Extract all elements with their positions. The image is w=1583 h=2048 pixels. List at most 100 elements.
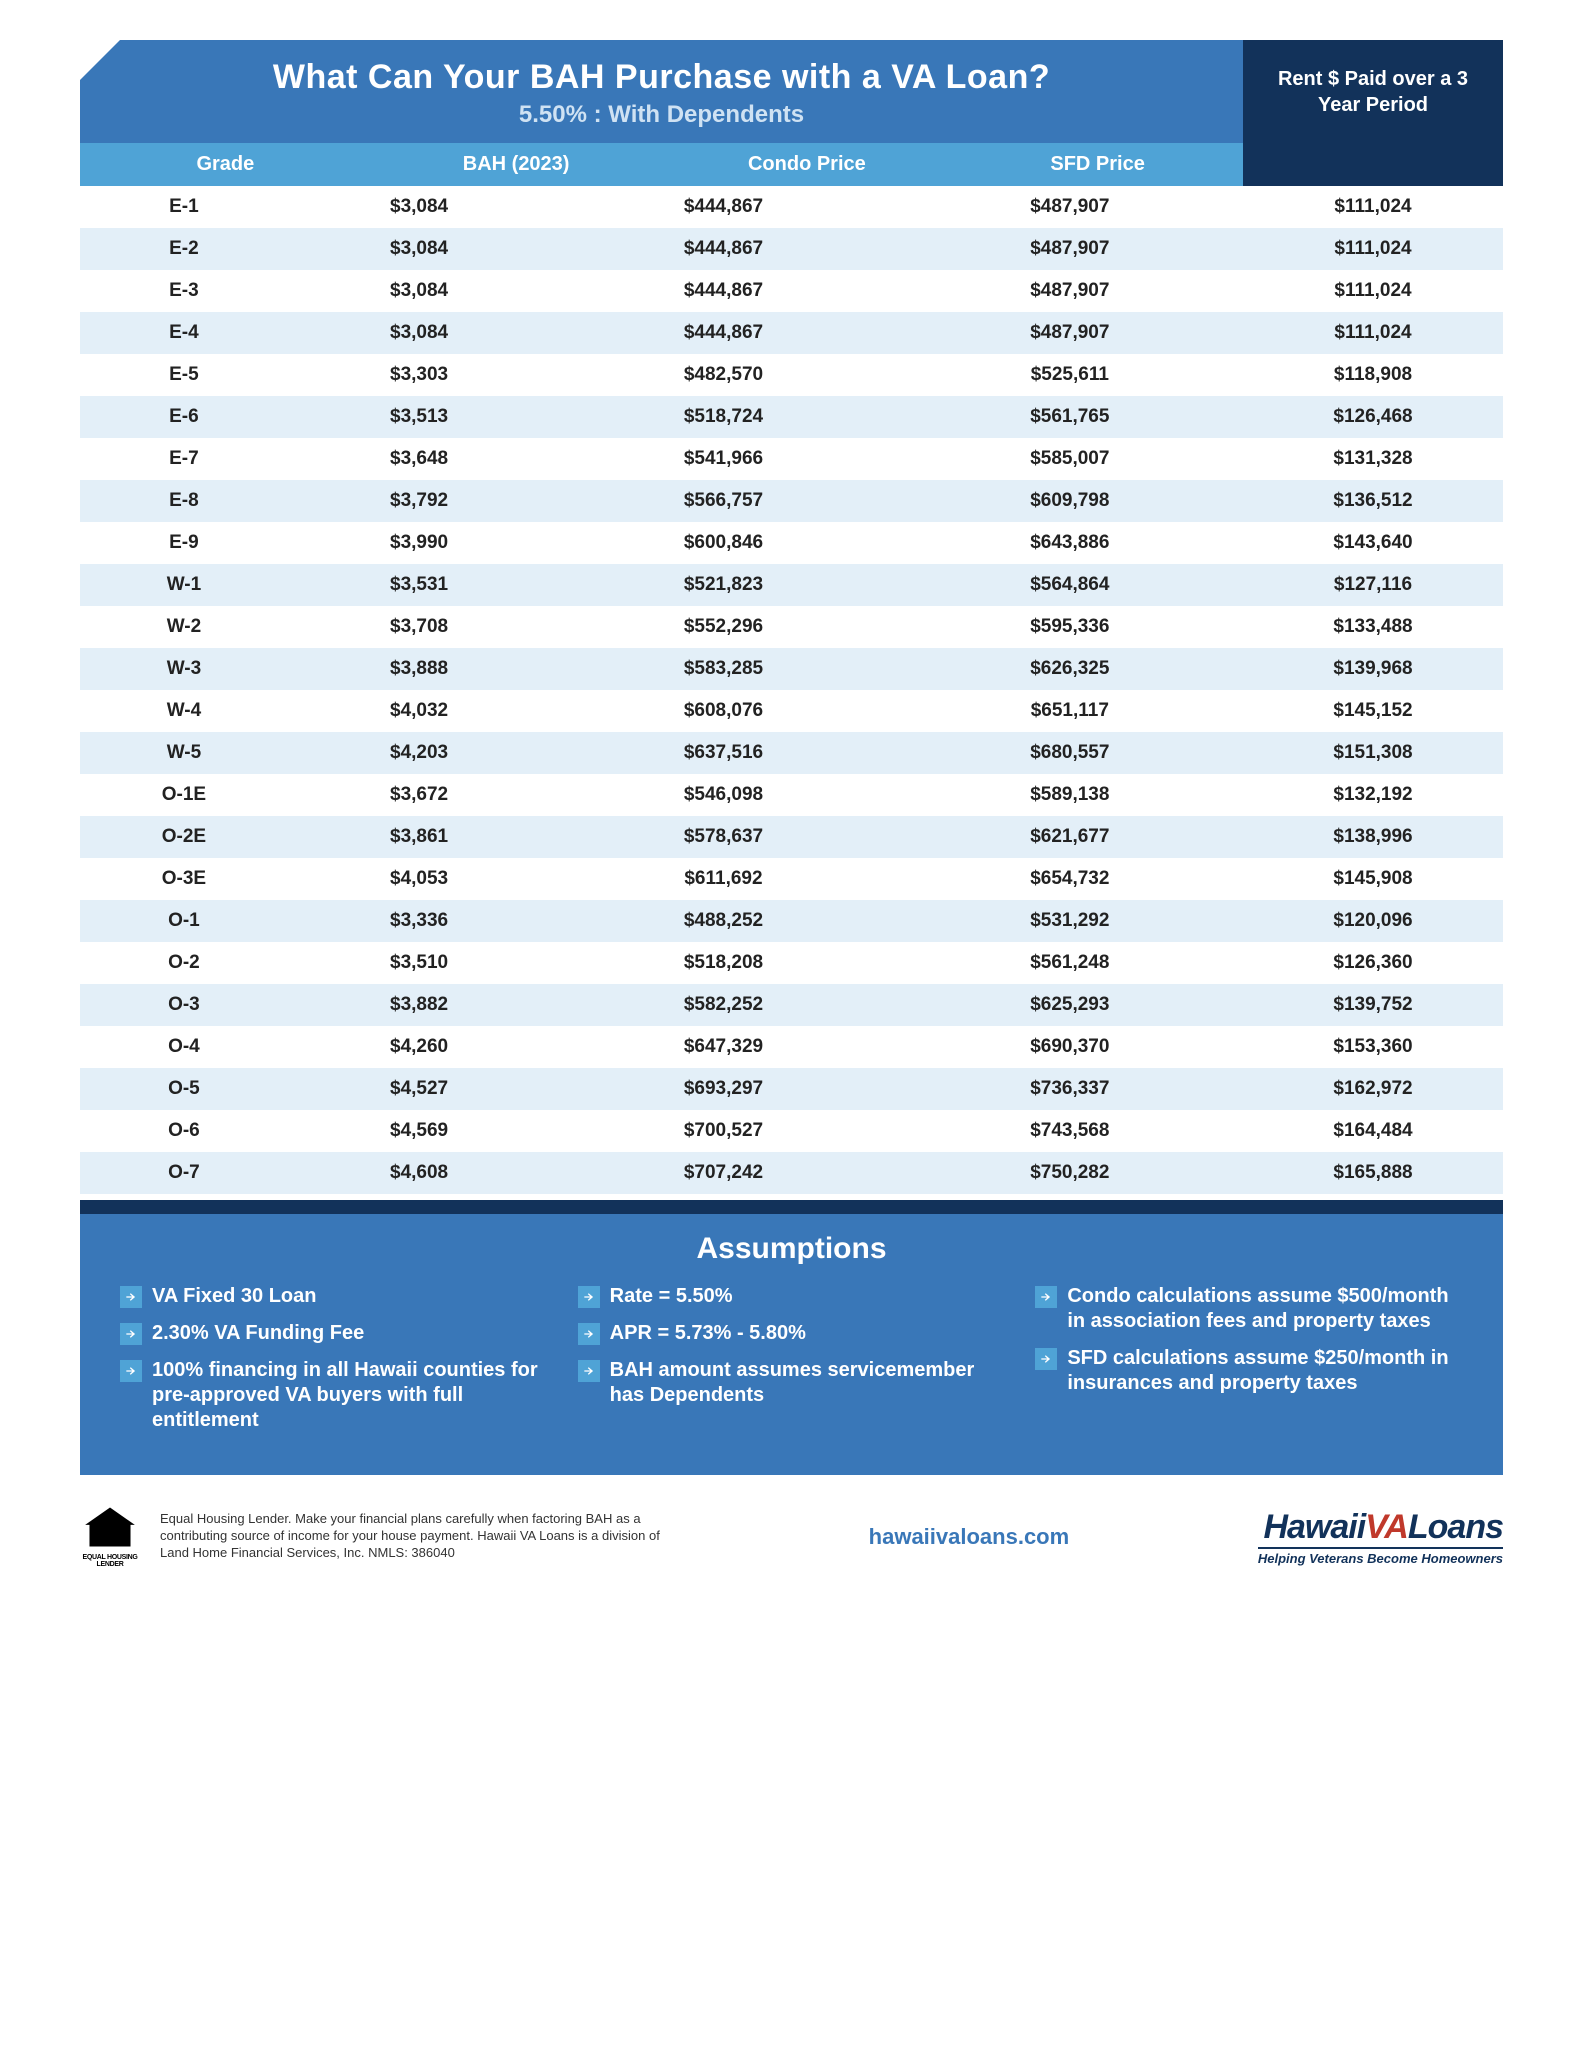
- table-cell: $139,752: [1243, 984, 1503, 1026]
- bah-table: E-1$3,084$444,867$487,907$111,024E-2$3,0…: [80, 186, 1503, 1194]
- table-cell: $546,098: [550, 774, 896, 816]
- logo-loans: Loans: [1408, 1508, 1503, 1546]
- footer: EQUAL HOUSING LENDER Equal Housing Lende…: [80, 1505, 1503, 1568]
- table-cell: $651,117: [897, 690, 1243, 732]
- table-cell: $647,329: [550, 1026, 896, 1068]
- table-cell: E-8: [80, 480, 288, 522]
- assumption-text: 100% financing in all Hawaii counties fo…: [152, 1358, 548, 1433]
- table-cell: $131,328: [1243, 438, 1503, 480]
- table-cell: $111,024: [1243, 228, 1503, 270]
- table-cell: E-6: [80, 396, 288, 438]
- table-cell: $589,138: [897, 774, 1243, 816]
- table-cell: $118,908: [1243, 354, 1503, 396]
- table-cell: W-2: [80, 606, 288, 648]
- table-cell: $487,907: [897, 312, 1243, 354]
- assumptions-title: Assumptions: [120, 1232, 1463, 1266]
- assumption-item: Condo calculations assume $500/month in …: [1035, 1284, 1463, 1334]
- table-row: E-6$3,513$518,724$561,765$126,468: [80, 396, 1503, 438]
- table-cell: $444,867: [550, 270, 896, 312]
- assumption-text: Condo calculations assume $500/month in …: [1067, 1284, 1463, 1334]
- assumption-item: VA Fixed 30 Loan: [120, 1284, 548, 1309]
- assumptions-col-3: Condo calculations assume $500/month in …: [1035, 1284, 1463, 1445]
- table-cell: $138,996: [1243, 816, 1503, 858]
- assumption-item: SFD calculations assume $250/month in in…: [1035, 1346, 1463, 1396]
- assumption-text: VA Fixed 30 Loan: [152, 1284, 316, 1309]
- table-cell: W-3: [80, 648, 288, 690]
- table-cell: $132,192: [1243, 774, 1503, 816]
- table-cell: $621,677: [897, 816, 1243, 858]
- table-cell: $4,527: [288, 1068, 550, 1110]
- table-row: E-4$3,084$444,867$487,907$111,024: [80, 312, 1503, 354]
- table-cell: O-1E: [80, 774, 288, 816]
- table-cell: O-6: [80, 1110, 288, 1152]
- table-cell: $643,886: [897, 522, 1243, 564]
- table-cell: $552,296: [550, 606, 896, 648]
- table-row: E-7$3,648$541,966$585,007$131,328: [80, 438, 1503, 480]
- table-cell: $541,966: [550, 438, 896, 480]
- table-cell: E-2: [80, 228, 288, 270]
- table-cell: $518,724: [550, 396, 896, 438]
- table-cell: $162,972: [1243, 1068, 1503, 1110]
- assumption-item: 100% financing in all Hawaii counties fo…: [120, 1358, 548, 1433]
- table-row: O-5$4,527$693,297$736,337$162,972: [80, 1068, 1503, 1110]
- table-cell: O-3: [80, 984, 288, 1026]
- table-cell: $3,084: [288, 228, 550, 270]
- table-cell: $578,637: [550, 816, 896, 858]
- assumptions-col-1: VA Fixed 30 Loan 2.30% VA Funding Fee 100%…: [120, 1284, 548, 1445]
- table-cell: O-7: [80, 1152, 288, 1194]
- table-cell: $690,370: [897, 1026, 1243, 1068]
- assumption-item: BAH amount assumes servicemember has Dep…: [578, 1358, 1006, 1408]
- table-row: O-1E$3,672$546,098$589,138$132,192: [80, 774, 1503, 816]
- table-cell: $637,516: [550, 732, 896, 774]
- table-cell: $609,798: [897, 480, 1243, 522]
- table-cell: $3,792: [288, 480, 550, 522]
- table-cell: $583,285: [550, 648, 896, 690]
- table-cell: W-1: [80, 564, 288, 606]
- table-row: O-6$4,569$700,527$743,568$164,484: [80, 1110, 1503, 1152]
- table-cell: $736,337: [897, 1068, 1243, 1110]
- column-headers-main: Grade BAH (2023) Condo Price SFD Price: [80, 143, 1243, 186]
- table-cell: $145,152: [1243, 690, 1503, 732]
- table-cell: O-1: [80, 900, 288, 942]
- assumption-text: 2.30% VA Funding Fee: [152, 1321, 364, 1346]
- table-cell: $700,527: [550, 1110, 896, 1152]
- table-row: O-7$4,608$707,242$750,282$165,888: [80, 1152, 1503, 1194]
- table-cell: $3,882: [288, 984, 550, 1026]
- table-cell: E-4: [80, 312, 288, 354]
- table-row: E-1$3,084$444,867$487,907$111,024: [80, 186, 1503, 228]
- arrow-icon: [578, 1286, 600, 1308]
- table-cell: $126,360: [1243, 942, 1503, 984]
- table-cell: O-5: [80, 1068, 288, 1110]
- table-cell: $3,513: [288, 396, 550, 438]
- table-cell: $3,861: [288, 816, 550, 858]
- table-cell: E-9: [80, 522, 288, 564]
- table-cell: $487,907: [897, 270, 1243, 312]
- disclaimer-text: Equal Housing Lender. Make your financia…: [160, 1511, 680, 1562]
- arrow-icon: [1035, 1348, 1057, 1370]
- table-cell: $164,484: [1243, 1110, 1503, 1152]
- table-cell: $3,510: [288, 942, 550, 984]
- table-cell: $133,488: [1243, 606, 1503, 648]
- assumption-item: 2.30% VA Funding Fee: [120, 1321, 548, 1346]
- table-cell: $518,208: [550, 942, 896, 984]
- brand-logo: HawaiiVALoans Helping Veterans Become Ho…: [1258, 1508, 1503, 1566]
- table-row: O-4$4,260$647,329$690,370$153,360: [80, 1026, 1503, 1068]
- table-row: E-9$3,990$600,846$643,886$143,640: [80, 522, 1503, 564]
- table-cell: $487,907: [897, 228, 1243, 270]
- table-cell: $3,990: [288, 522, 550, 564]
- table-cell: $3,084: [288, 186, 550, 228]
- table-row: O-3E$4,053$611,692$654,732$145,908: [80, 858, 1503, 900]
- table-cell: $3,303: [288, 354, 550, 396]
- table-cell: $139,968: [1243, 648, 1503, 690]
- table-cell: $561,248: [897, 942, 1243, 984]
- table-cell: $707,242: [550, 1152, 896, 1194]
- table-cell: O-4: [80, 1026, 288, 1068]
- table-cell: $4,203: [288, 732, 550, 774]
- header-main: What Can Your BAH Purchase with a VA Loa…: [80, 40, 1243, 143]
- arrow-icon: [1035, 1286, 1057, 1308]
- col-sfd: SFD Price: [952, 143, 1243, 186]
- table-cell: $143,640: [1243, 522, 1503, 564]
- column-headers: Grade BAH (2023) Condo Price SFD Price: [80, 143, 1503, 186]
- table-cell: $487,907: [897, 186, 1243, 228]
- table-row: W-5$4,203$637,516$680,557$151,308: [80, 732, 1503, 774]
